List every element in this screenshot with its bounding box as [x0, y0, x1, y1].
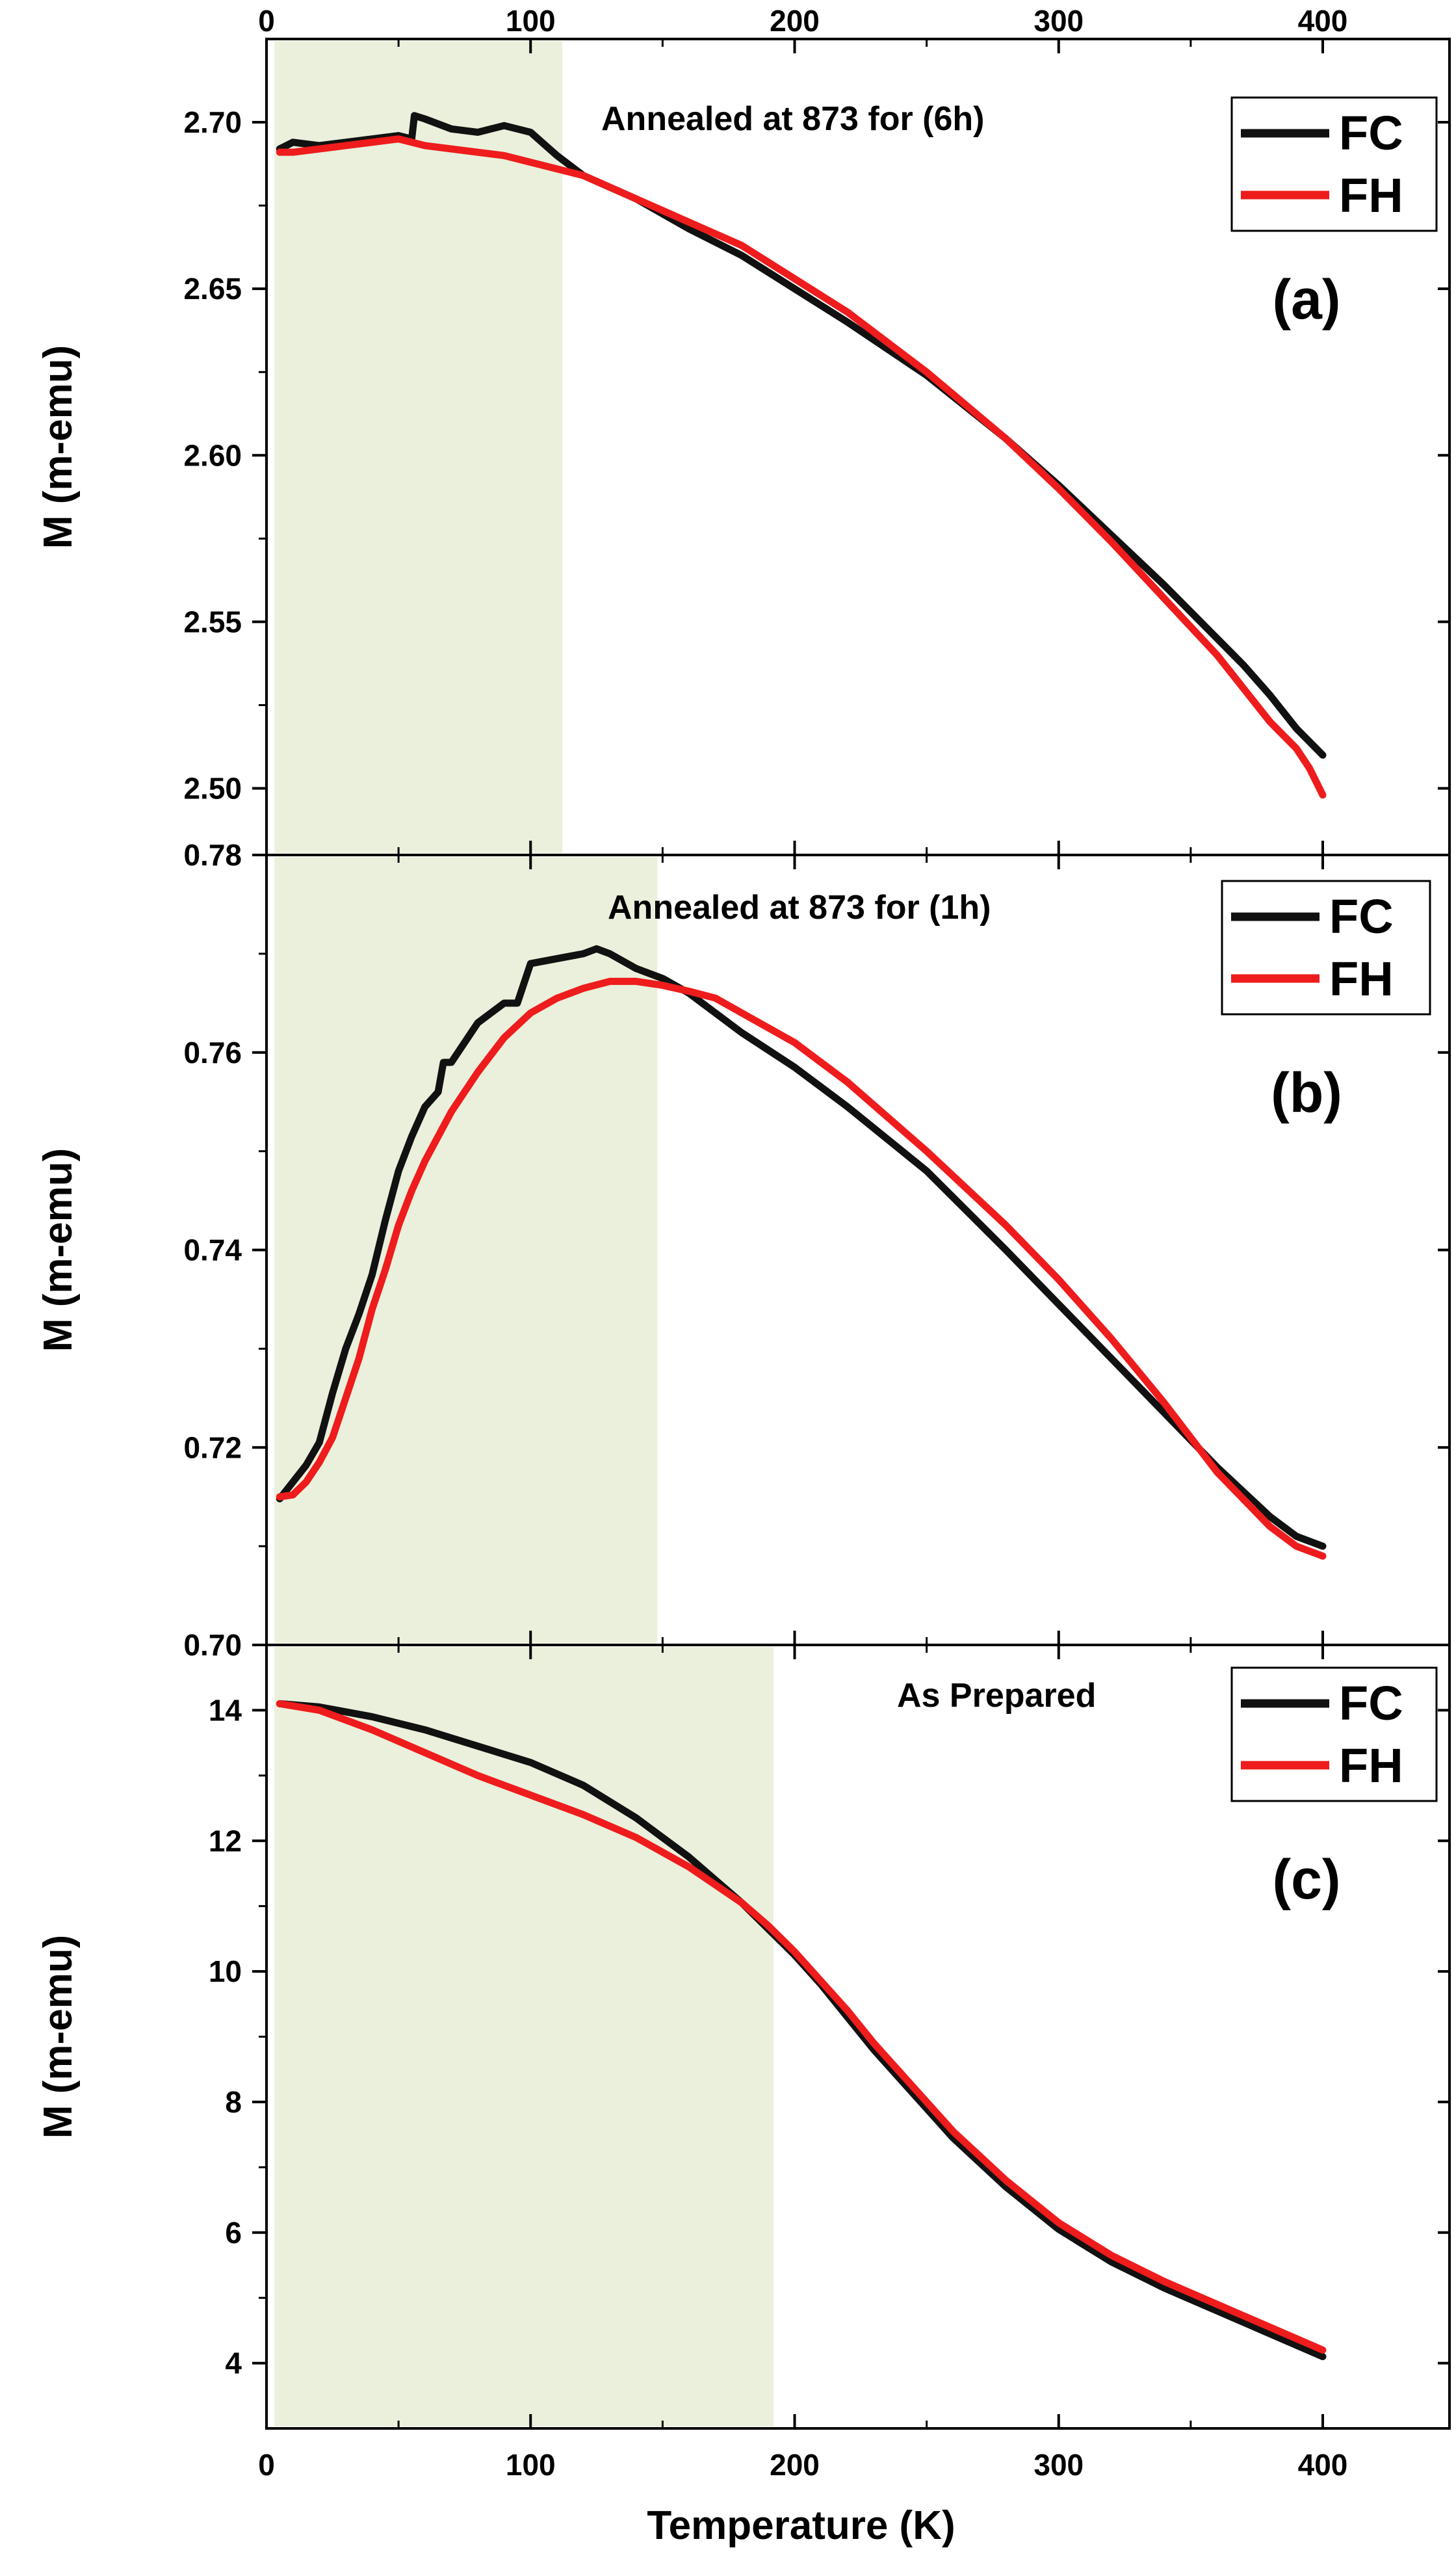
panel-b-y-tick-label: 0.78	[183, 838, 242, 872]
panel-c-y-tick-label: 4	[225, 2346, 242, 2380]
panel-a-fh-line	[276, 135, 1327, 799]
panel-c-legend-box	[1230, 1666, 1438, 1802]
panel-c-tag: (c)	[1272, 1848, 1340, 1911]
panel-a-top-axis-ticks: 0 100 200 300 400	[258, 4, 1347, 38]
panel-b-fc-line	[276, 945, 1327, 1550]
panel-b-annotation: Annealed at 873 for (1h)	[608, 889, 991, 927]
panel-b-legend-fh-label: FH	[1329, 952, 1394, 1006]
panel-b: 0.70 0.72 0.74 0.76 0.78 M (m-emu) Annealed …	[36, 838, 1451, 1662]
panel-b-fh-line	[276, 977, 1327, 1560]
panel-a-y-tick-label: 2.70	[183, 105, 242, 139]
panel-a-legend: FC FH	[1230, 96, 1438, 232]
panel-c-y-tick-label: 8	[225, 2085, 242, 2119]
top-axis-tick-label: 100	[506, 4, 556, 38]
panel-c-legend: FC FH	[1230, 1666, 1438, 1802]
panel-c-y-tick-label: 6	[225, 2216, 242, 2250]
panel-b-y-tick-label: 0.70	[183, 1628, 242, 1662]
panel-b-tag: (b)	[1271, 1062, 1342, 1124]
panel-c-y-tick-label: 14	[209, 1693, 242, 1727]
x-tick-label: 400	[1298, 2448, 1348, 2482]
top-axis-tick-label: 400	[1298, 4, 1348, 38]
panel-c-y-tick-label: 12	[209, 1824, 242, 1858]
panel-a-y-axis-title: M (m-emu)	[36, 345, 81, 549]
panel-a-legend-fc-label: FC	[1339, 106, 1403, 160]
panel-b-y-ticks: 0.70 0.72 0.74 0.76 0.78	[183, 838, 1450, 1662]
panel-b-legend-box	[1221, 880, 1431, 1016]
panel-b-y-tick-label: 0.72	[183, 1430, 242, 1464]
panel-c-fh-line	[276, 1700, 1327, 2354]
panel-c-x-ticks: 0 100 200 300 400	[258, 1645, 1347, 2482]
x-axis-title: Temperature (K)	[647, 2503, 955, 2548]
panel-a-y-tick-label: 2.60	[183, 438, 242, 472]
panel-b-y-tick-label: 0.76	[183, 1036, 242, 1070]
panel-a-y-tick-label: 2.50	[183, 772, 242, 806]
panel-b-legend-fc-label: FC	[1329, 889, 1394, 943]
panel-c-y-ticks: 4 6 8 10 12 14	[209, 1693, 1450, 2380]
panel-b-legend: FC FH	[1221, 880, 1431, 1016]
panel-b-shaded-region	[274, 857, 658, 1643]
panel-a-annotation: Annealed at 873 for (6h)	[601, 100, 984, 138]
panel-c-y-tick-label: 10	[209, 1954, 242, 1988]
top-axis-tick-label: 200	[770, 4, 820, 38]
panel-c-legend-fc-label: FC	[1339, 1676, 1403, 1730]
x-tick-label: 200	[770, 2448, 820, 2482]
panel-a-legend-fh-label: FH	[1339, 168, 1403, 222]
panel-c-y-axis-title: M (m-emu)	[36, 1935, 81, 2138]
panel-a-legend-box	[1230, 96, 1438, 232]
panel-c-shaded-region	[274, 1647, 774, 2426]
panel-b-y-axis-title: M (m-emu)	[36, 1148, 81, 1352]
panel-c-legend-fh-label: FH	[1339, 1739, 1403, 1793]
panel-a-y-tick-label: 2.65	[183, 272, 242, 306]
panel-c-frame	[265, 1644, 1451, 2430]
panel-a-y-tick-label: 2.55	[183, 605, 242, 638]
top-axis-tick-label: 300	[1034, 4, 1084, 38]
panel-c: 4 6 8 10 12 14 0 100 200 300 400 M (m-emu) As Pre…	[36, 1644, 1451, 2482]
panel-a-tag: (a)	[1272, 269, 1340, 331]
panel-c-annotation: As Prepared	[897, 1677, 1096, 1715]
x-tick-label: 100	[506, 2448, 556, 2482]
x-tick-label: 0	[258, 2448, 275, 2482]
panel-a: 0 100 200 300 400 2.50 2.55 2.60 2.65 2.70 M (m-…	[36, 4, 1451, 856]
panel-b-y-tick-label: 0.74	[183, 1233, 242, 1267]
top-axis-tick-label: 0	[258, 4, 275, 38]
panel-a-shaded-region	[274, 41, 562, 853]
panel-a-y-ticks: 2.50 2.55 2.60 2.65 2.70	[183, 105, 1450, 806]
x-tick-label: 300	[1034, 2448, 1084, 2482]
